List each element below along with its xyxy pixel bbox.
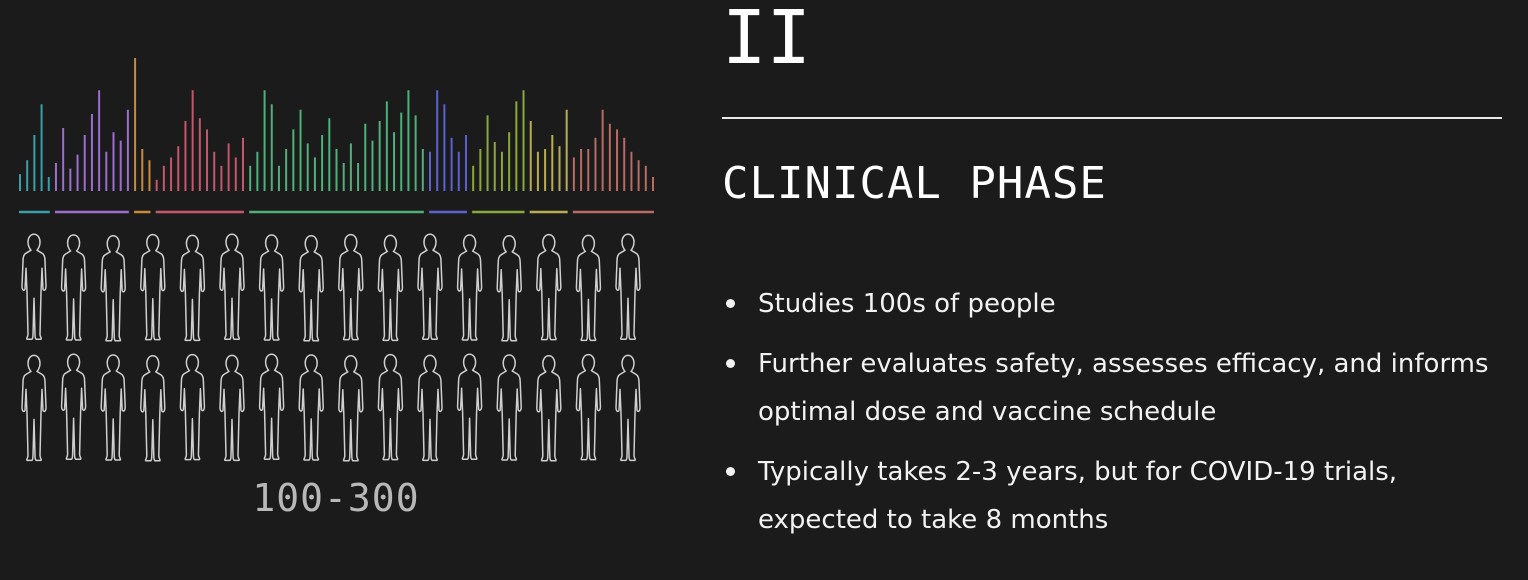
- participants-illustration: [19, 58, 654, 462]
- person-silhouette-icon: [100, 235, 126, 342]
- person-silhouette-icon: [140, 355, 166, 462]
- person-silhouette-icon: [140, 233, 166, 341]
- bar-strokes: [19, 58, 654, 191]
- person-silhouette-icon: [536, 355, 562, 462]
- person-silhouette-icon: [179, 353, 206, 461]
- phase-title: CLINICAL PHASE: [722, 158, 1107, 209]
- person-silhouette-icon: [615, 233, 641, 340]
- person-silhouette-icon: [496, 354, 522, 461]
- person-silhouette-icon: [298, 235, 324, 342]
- person-silhouette-icon: [219, 354, 245, 462]
- title-divider: [722, 117, 1502, 119]
- person-silhouette-icon: [377, 353, 404, 461]
- person-silhouette-icon: [377, 234, 404, 342]
- phase-numeral: II: [722, 0, 812, 81]
- person-silhouette-icon: [258, 353, 285, 460]
- person-silhouette-icon: [456, 353, 483, 460]
- person-silhouette-icon: [338, 233, 364, 341]
- person-silhouette-icon: [575, 234, 602, 342]
- person-silhouette-icon: [496, 235, 522, 342]
- person-silhouette-icon: [219, 233, 245, 340]
- person-silhouette-icon: [417, 354, 443, 462]
- person-silhouette-icon: [298, 354, 324, 461]
- person-silhouette-icon: [615, 354, 641, 462]
- person-silhouette-icon: [21, 354, 47, 462]
- person-silhouette-icon: [60, 353, 87, 460]
- person-silhouette-icon: [536, 233, 562, 341]
- person-silhouette-icon: [100, 354, 126, 461]
- phase-facts-list: Studies 100s of people Further evaluates…: [722, 280, 1512, 556]
- person-silhouette-icon: [60, 234, 87, 341]
- participant-count-label: 100-300: [252, 476, 420, 520]
- fact-item: Further evaluates safety, assesses effic…: [722, 340, 1512, 436]
- people-grid: [21, 233, 641, 462]
- person-silhouette-icon: [456, 234, 483, 341]
- person-silhouette-icon: [575, 353, 602, 461]
- person-silhouette-icon: [179, 234, 206, 342]
- person-silhouette-icon: [21, 233, 47, 340]
- fact-item: Studies 100s of people: [722, 280, 1512, 328]
- fact-item: Typically takes 2-3 years, but for COVID…: [722, 448, 1512, 544]
- person-silhouette-icon: [338, 355, 364, 462]
- person-silhouette-icon: [417, 233, 443, 340]
- person-silhouette-icon: [258, 234, 285, 341]
